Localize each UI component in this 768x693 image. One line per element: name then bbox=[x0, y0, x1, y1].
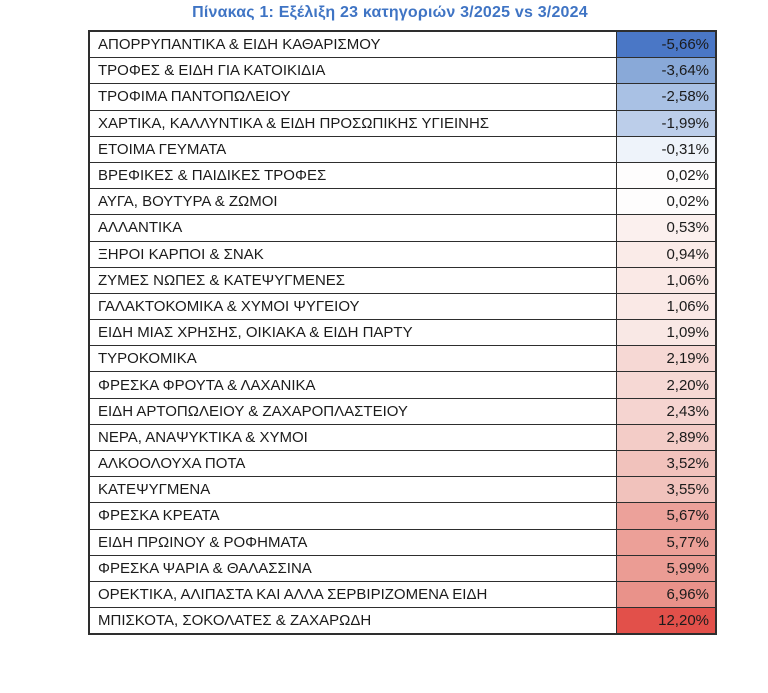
table-row: ΑΠΟΡΡΥΠΑΝΤΙΚΑ & ΕΙΔΗ ΚΑΘΑΡΙΣΜΟΥ -5,66% bbox=[88, 30, 717, 59]
table-row: ΑΥΓΑ, ΒΟΥΤΥΡΑ & ΖΩΜΟΙ 0,02% bbox=[88, 188, 717, 216]
category-cell: ΤΡΟΦΕΣ & ΕΙΔΗ ΓΙΑ ΚΑΤΟΙΚΙΔΙΑ bbox=[88, 57, 617, 85]
value-cell: 2,43% bbox=[616, 397, 717, 425]
category-cell: ΑΛΚΟΟΛΟΥΧΑ ΠΟΤΑ bbox=[88, 449, 617, 478]
table-row: ΑΛΛΑΝΤΙΚΑ 0,53% bbox=[88, 214, 717, 242]
value-cell: 6,96% bbox=[616, 580, 717, 609]
value-cell: 1,06% bbox=[616, 292, 717, 321]
table-row: ΤΡΟΦΕΣ & ΕΙΔΗ ΓΙΑ ΚΑΤΟΙΚΙΔΙΑ -3,64% bbox=[88, 57, 717, 85]
category-cell: ΧΑΡΤΙΚΑ, ΚΑΛΛΥΝΤΙΚΑ & ΕΙΔΗ ΠΡΟΣΩΠΙΚΗΣ ΥΓ… bbox=[88, 109, 617, 137]
value-cell: 5,77% bbox=[616, 528, 717, 556]
value-cell: 5,67% bbox=[616, 502, 717, 530]
category-cell: ΚΑΤΕΨΥΓΜΕΝΑ bbox=[88, 476, 617, 504]
table-row: ΕΙΔΗ ΠΡΩΙΝΟΥ & ΡΟΦΗΜΑΤΑ 5,77% bbox=[88, 528, 717, 556]
table-row: ΚΑΤΕΨΥΓΜΕΝΑ 3,55% bbox=[88, 476, 717, 504]
table-row: ΕΤΟΙΜΑ ΓΕΥΜΑΤΑ -0,31% bbox=[88, 135, 717, 163]
value-cell: -1,99% bbox=[616, 109, 717, 137]
value-cell: -3,64% bbox=[616, 57, 717, 85]
value-cell: -2,58% bbox=[616, 83, 717, 111]
category-cell: ΑΥΓΑ, ΒΟΥΤΥΡΑ & ΖΩΜΟΙ bbox=[88, 188, 617, 216]
category-cell: ΓΑΛΑΚΤΟΚΟΜΙΚΑ & ΧΥΜΟΙ ΨΥΓΕΙΟΥ bbox=[88, 292, 617, 321]
table-row: ΝΕΡΑ, ΑΝΑΨΥΚΤΙΚΑ & ΧΥΜΟΙ 2,89% bbox=[88, 423, 717, 452]
table-row: ΕΙΔΗ ΑΡΤΟΠΩΛΕΙΟΥ & ΖΑΧΑΡΟΠΛΑΣΤΕΙΟΥ 2,43% bbox=[88, 397, 717, 425]
category-cell: ΤΥΡΟΚΟΜΙΚΑ bbox=[88, 345, 617, 373]
value-cell: 1,09% bbox=[616, 319, 717, 347]
table-row: ΒΡΕΦΙΚΕΣ & ΠΑΙΔΙΚΕΣ ΤΡΟΦΕΣ 0,02% bbox=[88, 161, 717, 190]
table-row: ΖΥΜΕΣ ΝΩΠΕΣ & ΚΑΤΕΨΥΓΜΕΝΕΣ 1,06% bbox=[88, 266, 717, 294]
table-row: ΟΡΕΚΤΙΚΑ, ΑΛΙΠΑΣΤΑ ΚΑΙ ΑΛΛΑ ΣΕΡΒΙΡΙΖΟΜΕΝ… bbox=[88, 580, 717, 609]
category-cell: ΑΠΟΡΡΥΠΑΝΤΙΚΑ & ΕΙΔΗ ΚΑΘΑΡΙΣΜΟΥ bbox=[88, 30, 617, 59]
category-cell: ΤΡΟΦΙΜΑ ΠΑΝΤΟΠΩΛΕΙΟΥ bbox=[88, 83, 617, 111]
value-cell: 12,20% bbox=[616, 607, 717, 635]
categories-change-table: ΑΠΟΡΡΥΠΑΝΤΙΚΑ & ΕΙΔΗ ΚΑΘΑΡΙΣΜΟΥ -5,66% Τ… bbox=[88, 30, 717, 636]
table-row: ΓΑΛΑΚΤΟΚΟΜΙΚΑ & ΧΥΜΟΙ ΨΥΓΕΙΟΥ 1,06% bbox=[88, 292, 717, 321]
table-row: ΜΠΙΣΚΟΤΑ, ΣΟΚΟΛΑΤΕΣ & ΖΑΧΑΡΩΔΗ 12,20% bbox=[88, 607, 717, 635]
table-row: ΦΡΕΣΚΑ ΦΡΟΥΤΑ & ΛΑΧΑΝΙΚΑ 2,20% bbox=[88, 371, 717, 399]
value-cell: -0,31% bbox=[616, 135, 717, 163]
value-cell: 5,99% bbox=[616, 554, 717, 582]
category-cell: ΒΡΕΦΙΚΕΣ & ΠΑΙΔΙΚΕΣ ΤΡΟΦΕΣ bbox=[88, 161, 617, 190]
category-cell: ΦΡΕΣΚΑ ΚΡΕΑΤΑ bbox=[88, 502, 617, 530]
value-cell: 0,02% bbox=[616, 188, 717, 216]
table-row: ΕΙΔΗ ΜΙΑΣ ΧΡΗΣΗΣ, ΟΙΚΙΑΚΑ & ΕΙΔΗ ΠΑΡΤΥ 1… bbox=[88, 319, 717, 347]
category-cell: ΕΙΔΗ ΜΙΑΣ ΧΡΗΣΗΣ, ΟΙΚΙΑΚΑ & ΕΙΔΗ ΠΑΡΤΥ bbox=[88, 319, 617, 347]
table-row: ΤΡΟΦΙΜΑ ΠΑΝΤΟΠΩΛΕΙΟΥ -2,58% bbox=[88, 83, 717, 111]
value-cell: 2,19% bbox=[616, 345, 717, 373]
table-row: ΦΡΕΣΚΑ ΚΡΕΑΤΑ 5,67% bbox=[88, 502, 717, 530]
category-cell: ΝΕΡΑ, ΑΝΑΨΥΚΤΙΚΑ & ΧΥΜΟΙ bbox=[88, 423, 617, 452]
category-cell: ΦΡΕΣΚΑ ΦΡΟΥΤΑ & ΛΑΧΑΝΙΚΑ bbox=[88, 371, 617, 399]
value-cell: 0,02% bbox=[616, 161, 717, 190]
table-row: ΑΛΚΟΟΛΟΥΧΑ ΠΟΤΑ 3,52% bbox=[88, 449, 717, 478]
value-cell: 2,20% bbox=[616, 371, 717, 399]
category-cell: ΖΥΜΕΣ ΝΩΠΕΣ & ΚΑΤΕΨΥΓΜΕΝΕΣ bbox=[88, 266, 617, 294]
category-cell: ΜΠΙΣΚΟΤΑ, ΣΟΚΟΛΑΤΕΣ & ΖΑΧΑΡΩΔΗ bbox=[88, 607, 617, 635]
table-row: ΧΑΡΤΙΚΑ, ΚΑΛΛΥΝΤΙΚΑ & ΕΙΔΗ ΠΡΟΣΩΠΙΚΗΣ ΥΓ… bbox=[88, 109, 717, 137]
value-cell: 3,52% bbox=[616, 449, 717, 478]
value-cell: 0,94% bbox=[616, 240, 717, 268]
table-row: ΞΗΡΟΙ ΚΑΡΠΟΙ & ΣΝΑΚ 0,94% bbox=[88, 240, 717, 268]
value-cell: -5,66% bbox=[616, 30, 717, 59]
category-cell: ΦΡΕΣΚΑ ΨΑΡΙΑ & ΘΑΛΑΣΣΙΝΑ bbox=[88, 554, 617, 582]
table-title: Πίνακας 1: Εξέλιξη 23 κατηγοριών 3/2025 … bbox=[192, 4, 588, 21]
table-row: ΤΥΡΟΚΟΜΙΚΑ 2,19% bbox=[88, 345, 717, 373]
value-cell: 1,06% bbox=[616, 266, 717, 294]
category-cell: ΞΗΡΟΙ ΚΑΡΠΟΙ & ΣΝΑΚ bbox=[88, 240, 617, 268]
category-cell: ΑΛΛΑΝΤΙΚΑ bbox=[88, 214, 617, 242]
category-cell: ΕΙΔΗ ΠΡΩΙΝΟΥ & ΡΟΦΗΜΑΤΑ bbox=[88, 528, 617, 556]
table-body: ΑΠΟΡΡΥΠΑΝΤΙΚΑ & ΕΙΔΗ ΚΑΘΑΡΙΣΜΟΥ -5,66% Τ… bbox=[88, 30, 717, 635]
category-cell: ΟΡΕΚΤΙΚΑ, ΑΛΙΠΑΣΤΑ ΚΑΙ ΑΛΛΑ ΣΕΡΒΙΡΙΖΟΜΕΝ… bbox=[88, 580, 617, 609]
value-cell: 0,53% bbox=[616, 214, 717, 242]
category-cell: ΕΤΟΙΜΑ ΓΕΥΜΑΤΑ bbox=[88, 135, 617, 163]
category-cell: ΕΙΔΗ ΑΡΤΟΠΩΛΕΙΟΥ & ΖΑΧΑΡΟΠΛΑΣΤΕΙΟΥ bbox=[88, 397, 617, 425]
value-cell: 3,55% bbox=[616, 476, 717, 504]
table-row: ΦΡΕΣΚΑ ΨΑΡΙΑ & ΘΑΛΑΣΣΙΝΑ 5,99% bbox=[88, 554, 717, 582]
value-cell: 2,89% bbox=[616, 423, 717, 452]
